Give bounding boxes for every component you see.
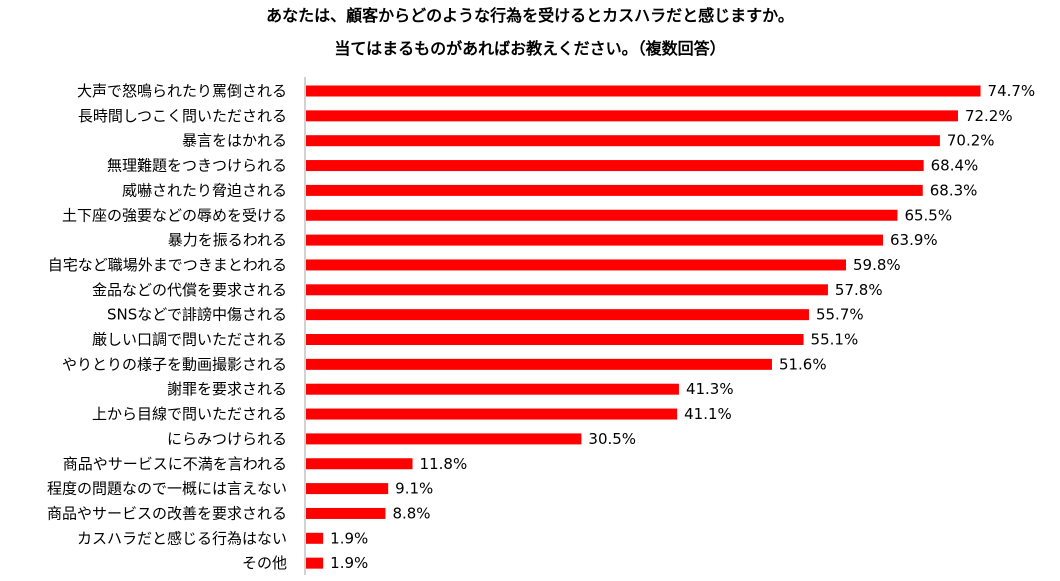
bar xyxy=(306,483,389,495)
data-label: 68.3% xyxy=(930,181,978,199)
category-label: 謝罪を要求される xyxy=(167,380,287,398)
category-label: 自宅など職場外までつきまとわれる xyxy=(48,256,287,274)
category-label: 威嚇されたり脅迫される xyxy=(122,181,287,199)
category-label: 商品やサービスの改善を要求される xyxy=(47,504,287,522)
data-label: 41.3% xyxy=(686,380,734,398)
chart-title: あなたは、顧客からどのような行為を受けるとカスハラだと感じますか。 xyxy=(266,6,794,25)
bar xyxy=(306,184,923,196)
data-label: 55.1% xyxy=(811,331,859,349)
data-label: 1.9% xyxy=(330,529,368,547)
category-label: 程度の問題なので一概には言えない xyxy=(47,480,287,498)
category-label: 無理難題をつきつけられる xyxy=(107,157,287,175)
bar xyxy=(306,507,386,519)
category-label: 土下座の強要などの辱めを受ける xyxy=(62,206,287,224)
bar xyxy=(306,458,413,470)
data-label: 11.8% xyxy=(420,455,468,473)
category-label: 金品などの代償を要求される xyxy=(92,281,287,299)
category-label: 商品やサービスに不満を言われる xyxy=(63,455,287,473)
data-label: 65.5% xyxy=(904,206,952,224)
category-label: にらみつけられる xyxy=(167,430,287,448)
bar xyxy=(306,284,828,296)
data-label: 1.9% xyxy=(330,554,368,572)
data-label: 30.5% xyxy=(588,430,636,448)
data-label: 51.6% xyxy=(779,355,827,373)
category-label: 大声で怒鳴られたり罵倒される xyxy=(77,82,287,100)
bar xyxy=(306,532,324,544)
bar xyxy=(306,160,924,172)
category-label: カスハラだと感じる行為はない xyxy=(77,529,287,547)
data-label: 68.4% xyxy=(931,157,979,175)
data-label: 55.7% xyxy=(816,306,864,324)
data-label: 63.9% xyxy=(890,231,938,249)
bar xyxy=(306,85,981,97)
data-label: 72.2% xyxy=(965,107,1013,125)
data-label: 8.8% xyxy=(392,504,430,522)
bar xyxy=(306,557,324,569)
bar xyxy=(306,209,898,221)
category-label: やりとりの様子を動画撮影される xyxy=(62,355,287,373)
bar xyxy=(306,383,679,395)
data-label: 9.1% xyxy=(395,480,433,498)
bar xyxy=(306,135,940,147)
category-label: SNSなどで誹謗中傷される xyxy=(107,306,287,324)
category-label: 厳しい口調で問いただされる xyxy=(92,331,287,349)
bar xyxy=(306,358,772,370)
bar xyxy=(306,433,582,445)
data-label: 41.1% xyxy=(684,405,732,423)
bar xyxy=(306,309,809,321)
data-label: 59.8% xyxy=(853,256,901,274)
category-label: 暴力を振るわれる xyxy=(168,231,287,249)
category-label: その他 xyxy=(242,554,287,572)
category-label: 暴言をはかれる xyxy=(182,132,287,150)
bar xyxy=(306,334,804,345)
data-label: 70.2% xyxy=(947,132,995,150)
bar xyxy=(306,408,678,420)
data-label: 74.7% xyxy=(988,82,1036,100)
data-label: 57.8% xyxy=(835,281,883,299)
bar xyxy=(306,110,958,122)
category-label: 上から目線で問いただされる xyxy=(92,405,287,423)
category-label: 長時間しつこく問いただされる xyxy=(78,107,287,125)
bar xyxy=(306,234,884,246)
chart-subtitle: 当てはまるものがあればお教えください。（複数回答） xyxy=(334,39,726,58)
bar xyxy=(306,259,846,271)
